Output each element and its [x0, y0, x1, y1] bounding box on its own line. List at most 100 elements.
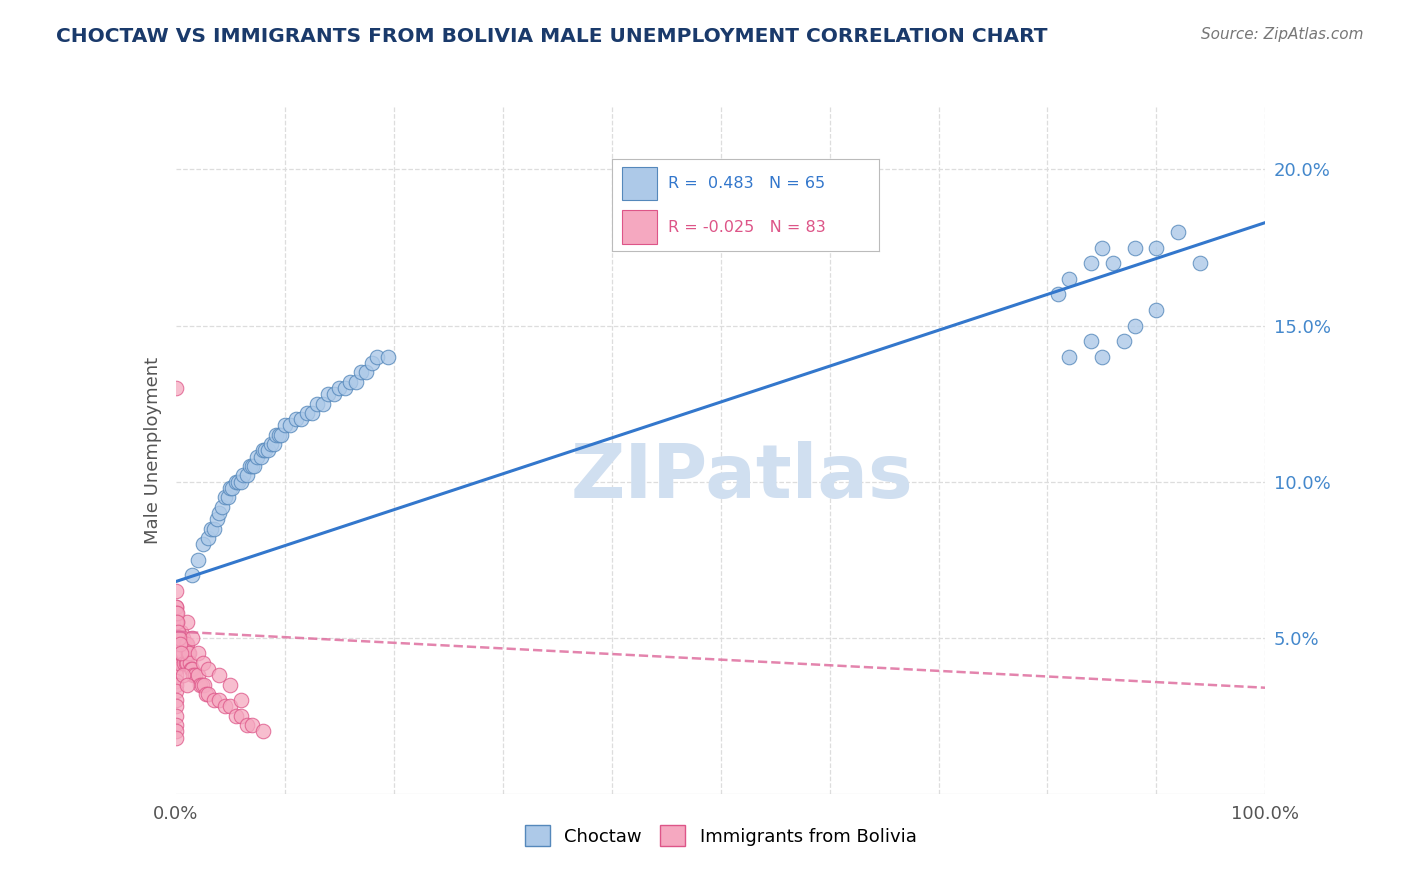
Point	[167, 646, 190, 660]
Point	[366, 350, 388, 364]
Point	[167, 656, 190, 670]
Point	[191, 537, 214, 551]
Point	[176, 656, 198, 670]
Y-axis label: Male Unemployment: Male Unemployment	[143, 357, 162, 544]
Point	[344, 375, 367, 389]
Point	[165, 662, 187, 676]
Point	[208, 693, 231, 707]
Point	[167, 631, 190, 645]
Point	[264, 427, 287, 442]
Point	[231, 708, 253, 723]
Point	[1189, 256, 1212, 270]
Point	[1091, 240, 1114, 255]
Point	[167, 631, 190, 645]
Point	[240, 458, 263, 473]
Point	[232, 468, 254, 483]
Point	[167, 624, 190, 639]
Point	[170, 624, 193, 639]
Point	[246, 450, 269, 464]
Point	[167, 637, 190, 651]
Point	[165, 615, 187, 630]
Point	[165, 631, 187, 645]
Point	[172, 631, 194, 645]
Point	[197, 687, 219, 701]
Point	[1123, 318, 1146, 333]
Point	[174, 637, 197, 651]
Point	[166, 646, 188, 660]
Point	[174, 656, 197, 670]
Point	[181, 662, 204, 676]
Point	[165, 646, 187, 660]
Point	[165, 637, 187, 651]
Point	[191, 678, 214, 692]
Point	[1080, 256, 1102, 270]
Point	[278, 418, 301, 433]
Point	[176, 678, 198, 692]
Point	[165, 599, 187, 614]
Point	[219, 699, 242, 714]
Point	[205, 512, 228, 526]
Point	[181, 631, 204, 645]
Point	[186, 668, 209, 682]
Point	[1080, 334, 1102, 348]
Point	[225, 475, 247, 489]
Point	[170, 646, 193, 660]
Point	[307, 396, 329, 410]
Point	[1123, 240, 1146, 255]
Point	[165, 724, 187, 739]
Point	[169, 631, 191, 645]
Point	[181, 668, 204, 682]
Point	[350, 366, 373, 380]
FancyBboxPatch shape	[623, 167, 657, 201]
Point	[252, 724, 274, 739]
Point	[197, 662, 219, 676]
Text: ZIPatlas: ZIPatlas	[571, 442, 914, 515]
Point	[301, 406, 323, 420]
Point	[165, 599, 187, 614]
Point	[180, 662, 202, 676]
Point	[200, 521, 222, 535]
Point	[231, 475, 253, 489]
Point	[270, 427, 292, 442]
Point	[176, 615, 198, 630]
Point	[165, 718, 187, 732]
Point	[219, 481, 242, 495]
Point	[202, 693, 225, 707]
Point	[177, 646, 200, 660]
Point	[173, 637, 195, 651]
Point	[197, 531, 219, 545]
Point	[172, 646, 194, 660]
Point	[186, 646, 209, 660]
Point	[252, 443, 274, 458]
Text: CHOCTAW VS IMMIGRANTS FROM BOLIVIA MALE UNEMPLOYMENT CORRELATION CHART: CHOCTAW VS IMMIGRANTS FROM BOLIVIA MALE …	[56, 27, 1047, 45]
Point	[1057, 271, 1080, 285]
Point	[165, 583, 187, 598]
Point	[165, 731, 187, 745]
Point	[170, 637, 193, 651]
Point	[377, 350, 399, 364]
Point	[202, 521, 225, 535]
Point	[284, 412, 307, 426]
Point	[165, 699, 187, 714]
Point	[165, 668, 187, 682]
Point	[166, 615, 188, 630]
Point	[360, 356, 382, 370]
Point	[239, 458, 262, 473]
Point	[312, 396, 335, 410]
Point	[211, 500, 233, 514]
Point	[328, 381, 350, 395]
Text: R = -0.025   N = 83: R = -0.025 N = 83	[668, 219, 825, 235]
Point	[235, 718, 257, 732]
Point	[165, 683, 187, 698]
Point	[166, 606, 188, 620]
Point	[165, 615, 187, 630]
Point	[165, 674, 187, 689]
Point	[172, 637, 194, 651]
Point	[259, 437, 281, 451]
Point	[186, 552, 209, 567]
Point	[191, 656, 214, 670]
Point	[166, 637, 188, 651]
Point	[184, 668, 207, 682]
Point	[214, 490, 236, 504]
Point	[1167, 225, 1189, 239]
